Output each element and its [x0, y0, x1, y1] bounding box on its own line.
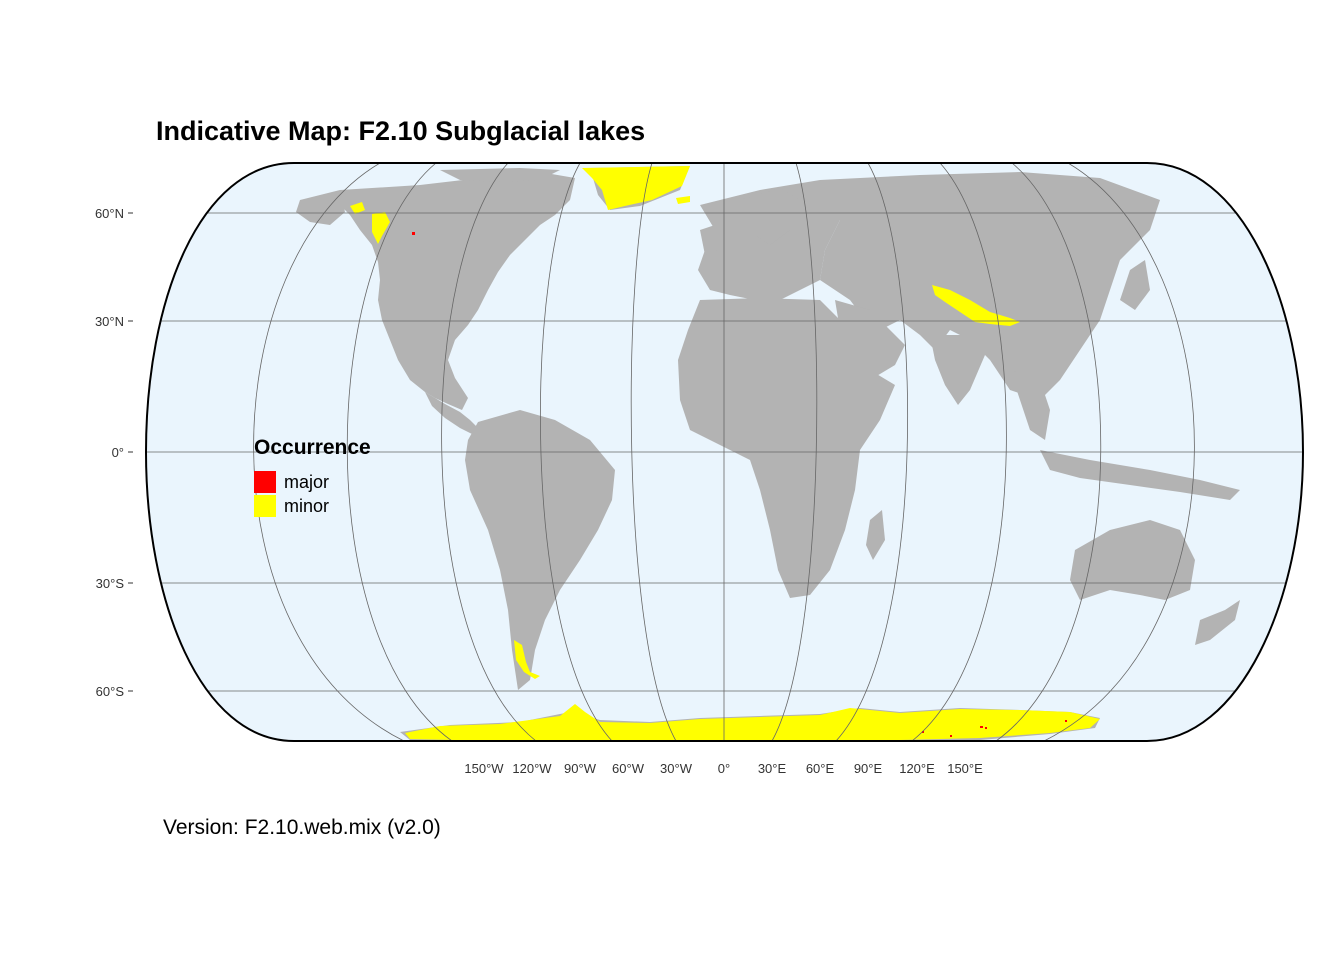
madagascar [866, 510, 885, 560]
legend-label-major: major [284, 471, 330, 492]
lon-label-30W: 30°W [660, 761, 693, 776]
lat-label-60N: 60°N [95, 206, 124, 221]
japan [1120, 260, 1150, 310]
antarctica-major-5 [950, 735, 952, 737]
rockies-major [412, 232, 415, 235]
lat-label-60S: 60°S [96, 684, 125, 699]
canadian-islands [440, 168, 560, 182]
lon-label-150W: 150°W [464, 761, 504, 776]
legend-label-minor: minor [284, 495, 330, 516]
lat-labels: 60°N 30°N 0° 30°S 60°S [95, 206, 124, 699]
lon-label-150E: 150°E [947, 761, 983, 776]
lon-label-0: 0° [718, 761, 730, 776]
lon-label-90W: 90°W [564, 761, 597, 776]
antarctica-major-4 [922, 731, 924, 733]
asia [820, 172, 1160, 400]
lon-label-90E: 90°E [854, 761, 883, 776]
tibet-minor [932, 285, 1020, 326]
meridian-30E [771, 163, 818, 741]
southeast-asia [1010, 370, 1050, 440]
version-text: Version: F2.10.web.mix (v2.0) [163, 816, 441, 839]
british-isles [700, 225, 718, 255]
meridian-120E [995, 163, 1102, 741]
patagonia-minor [514, 640, 540, 679]
meridian-150E [1043, 163, 1195, 741]
lon-label-30E: 30°E [758, 761, 787, 776]
lat-label-0: 0° [112, 445, 124, 460]
antarctica-major-2 [985, 727, 987, 729]
new-zealand [1195, 600, 1240, 645]
lon-label-60W: 60°W [612, 761, 645, 776]
legend-swatch-minor [254, 495, 276, 517]
globe-outline [144, 162, 1305, 742]
lon-label-60E: 60°E [806, 761, 835, 776]
legend-item-major: major [254, 470, 371, 494]
meridian-60E [835, 163, 908, 741]
coast-mountains-minor [372, 212, 390, 244]
lon-label-120E: 120°E [899, 761, 935, 776]
lat-label-30N: 30°N [95, 314, 124, 329]
major-occurrence-areas [412, 232, 1067, 737]
legend: Occurrence major minor [254, 436, 371, 518]
meridian-90W [441, 163, 537, 741]
arabia [835, 300, 905, 380]
lon-label-120W: 120°W [512, 761, 552, 776]
meridian-30W [630, 163, 677, 741]
north-america [340, 172, 575, 410]
map-title: Indicative Map: F2.10 Subglacial lakes [156, 116, 646, 146]
europe [698, 180, 860, 300]
legend-swatch-major [254, 471, 276, 493]
scandinavia [740, 188, 800, 245]
arctic-island-minor [676, 196, 690, 204]
alaska-minor [350, 202, 365, 214]
meridian-150W [253, 163, 405, 741]
minor-occurrence-areas [350, 166, 1100, 741]
south-america [465, 410, 615, 690]
meridian-60W [540, 163, 613, 741]
lat-ticks [128, 212, 133, 692]
lon-labels: 150°W 120°W 90°W 60°W 30°W 0° 30°E 60°E … [464, 761, 983, 776]
antarctica-major-3 [1065, 720, 1067, 722]
alaska [296, 190, 345, 225]
africa [678, 298, 895, 598]
indonesia [1040, 450, 1240, 500]
legend-title: Occurrence [254, 436, 371, 459]
greenland-minor [582, 166, 690, 210]
meridian-90E [911, 163, 1007, 741]
antarctica-major-1 [980, 726, 983, 728]
central-america [425, 392, 480, 434]
lat-label-30S: 30°S [96, 576, 125, 591]
graticule-meridians [253, 163, 1195, 741]
india [930, 335, 985, 405]
meridian-120W [346, 163, 453, 741]
graticule-latitudes [146, 212, 1303, 692]
antarctica-minor [405, 704, 1100, 741]
legend-item-minor: minor [254, 494, 371, 518]
australia [1070, 520, 1195, 600]
